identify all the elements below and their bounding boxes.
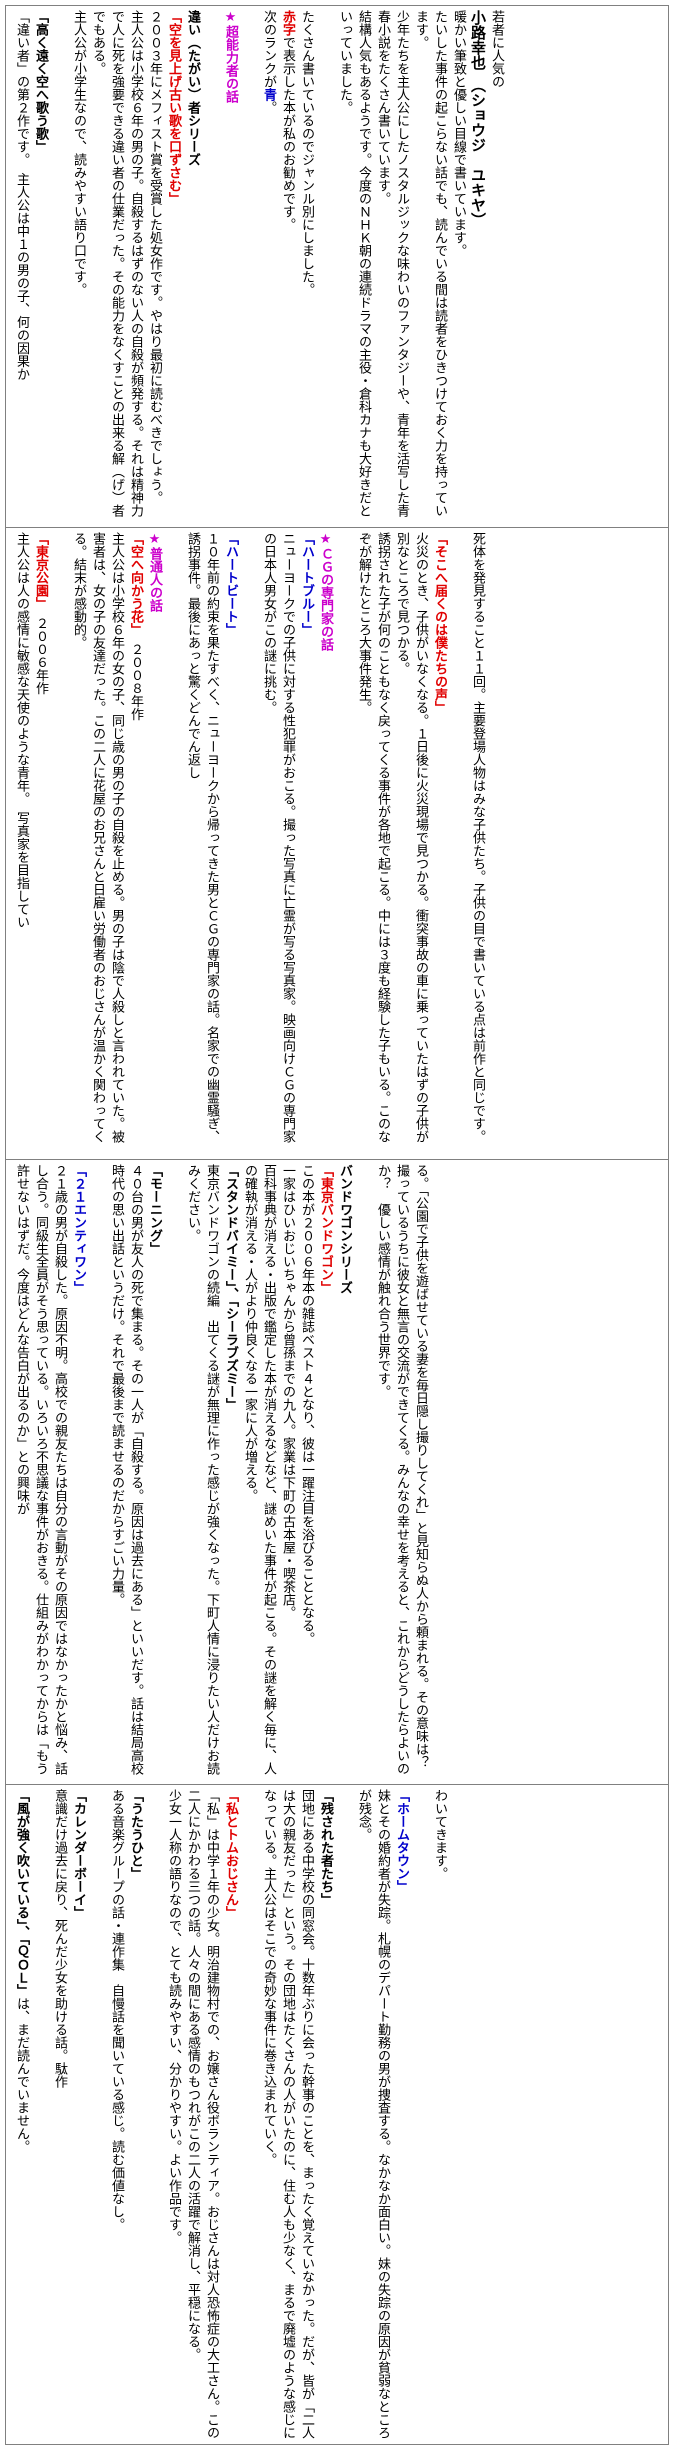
- book-description: ４０台の男が友人の死で集まる。その一人が「自殺する。原因は過去にある」といいだす…: [109, 1164, 143, 1775]
- book-heading: 「東京公園」 ２００６年作: [31, 532, 50, 1155]
- book-year: ２００６年作: [33, 616, 48, 695]
- book-title: 「ハートブルー」: [299, 532, 314, 636]
- paragraph: わいてきます。: [432, 1789, 447, 1880]
- vertical-text-2: 死体を発見すること１１回。主要登場人物はみな子供たち。子供の目で書いている点は前…: [6, 528, 493, 1159]
- book-title: 「東京バンドワゴン」: [318, 1164, 333, 1294]
- section-heading: ★ＣＧの専門家の話: [318, 532, 333, 651]
- book-description: 東京バンドワゴンの続編 出てくる謎が無理に作った感じが強くなった。下町人情に浸り…: [185, 1164, 219, 1775]
- book-description: 主人公が小学生なので、読みやすい語り口です。: [71, 10, 86, 296]
- vertical-text-3: る。「公園で子供を遊ばせている妻を毎日隠し撮りしてくれ」と見知らぬ人から頼まれる…: [6, 1160, 436, 1784]
- red-label: 赤字: [280, 10, 295, 36]
- book-description: ニューヨークでの子供に対する性犯罪がおこる。撮った写真に亡霊が写る写真家。映画向…: [261, 532, 295, 1143]
- book-description: 一家はひいおじいちゃんから曾孫までの九人。家業は下町の古本屋・喫茶店。: [280, 1164, 295, 1619]
- paragraph: る。「公園で子供を遊ばせている妻を毎日隠し撮りしてくれ」と見知らぬ人から頼まれる…: [413, 1164, 428, 1769]
- book-title: 「ホームタウン」: [394, 1789, 409, 1893]
- vertical-text-1: 若者に人気の 小路幸也 （ショウジ ユキヤ） 暖かい筆致と優しい目線で書いていま…: [6, 6, 512, 527]
- legend-blue: 次のランクが青。: [261, 10, 276, 114]
- section-block-2: 死体を発見すること１１回。主要登場人物はみな子供たち。子供の目で書いている点は前…: [5, 528, 669, 1160]
- book-title: 「スタンドバイミー」、「シーラブズミー」: [223, 1164, 238, 1411]
- book-title: 「空へ向かう花」: [128, 532, 143, 630]
- book-title: 「高く遠く空へ歌う歌」: [33, 10, 48, 153]
- book-title: 「残された者たち」: [318, 1789, 333, 1906]
- book-description: １０年前の約束を果たすべく、ニューヨークから帰ってきた男とＣＧの専門家の話。名家…: [185, 532, 219, 1143]
- section-block-1: 若者に人気の 小路幸也 （ショウジ ユキヤ） 暖かい筆致と優しい目線で書いていま…: [5, 5, 669, 528]
- book-description: 主人公は人の感情に敏感な天使のような青年。 写真家を目指してい: [14, 532, 29, 929]
- paragraph: 死体を発見すること１１回。主要登場人物はみな子供たち。子供の目で書いている点は前…: [470, 532, 485, 1143]
- book-title: 「風が強く吹いている」: [14, 1789, 29, 1926]
- book-description: 意識だけ過去に戻り、死んだ少女を助ける話。駄作: [52, 1789, 67, 2088]
- book-description: 火災のとき、子供がいなくなる。１日後に火災現場で見つかる。衝突事故の車に乗ってい…: [394, 532, 428, 1143]
- book-description: 「違い者」の第２作です。 主人公は中１の男の子、何の因果か: [14, 10, 29, 381]
- book-title: 、「ＱＯＬ」: [14, 1925, 29, 1998]
- book-title: 「ハートビート」: [223, 532, 238, 636]
- book-title: 「モーニング」: [147, 1164, 162, 1255]
- book-heading: 「空へ向かう花」 ２００８年作: [126, 532, 145, 1155]
- paragraph: 暖かい筆致と優しい目線で書いています。: [451, 10, 466, 257]
- book-title: 「空を見上げ古い歌を口ずさむ」: [166, 10, 181, 205]
- section-heading: ★普通人の話: [147, 532, 162, 612]
- author-name: 小路幸也 （ショウジ ユキヤ）: [469, 10, 487, 228]
- paragraph: 少年たちを主人公にしたノスタルジックな味わいのファンタジーや、青年を活写した青春…: [375, 10, 409, 517]
- book-description: 百科事典が消える・出版で鑑定した本が消えるなどなど、謎めいた事件が起こる。その謎…: [242, 1164, 276, 1775]
- book-description: ２００３年にメフィスト賞を受賞した処女作です。やはり最初に読むべきでしょう。: [147, 10, 162, 504]
- book-description: 「私」は中学１年の少女。明治建物村での、お嬢さん役ボランティア。おじさんは対人恐…: [185, 1789, 219, 2439]
- book-title: 「そこへ届くのは僕たちの声」: [432, 532, 447, 714]
- book-description: 妹とその婚約者が失踪。札幌のデパート勤務の男が捜査する。なかなか面白い。妹の失踪…: [356, 1789, 390, 2439]
- paragraph: 結構人気もあるようです。今度のＮＨＫ朝の連続ドラマの主役・倉科カナも大好きだとい…: [337, 10, 371, 517]
- book-year: ２００８年作: [128, 642, 143, 721]
- legend-red: 赤字で表示した本が私のお勧めです。: [280, 10, 295, 231]
- book-description: 団地にある中学校の同窓会。十数年ぶりに会った幹事のことを、まったく覚えていなかっ…: [261, 1789, 314, 2439]
- blue-label: 青: [261, 88, 276, 101]
- vertical-text-4: わいてきます。 「ホームタウン」 妹とその婚約者が失踪。札幌のデパート勤務の男が…: [6, 1785, 455, 2444]
- book-description: 少女一人称の語りなので、とても読みやすい、分かりやすい。よい作品です。: [166, 1789, 181, 2244]
- section-block-4: わいてきます。 「ホームタウン」 妹とその婚約者が失踪。札幌のデパート勤務の男が…: [5, 1785, 669, 2445]
- book-description: 誘拐された子が何のこともなく戻ってくる事件が各地で起こる。中には３度も経験した子…: [356, 532, 390, 1143]
- series-title: バンドワゴンシリーズ: [337, 1164, 352, 1294]
- book-description: 主人公は小学校６年の女の子、同じ歳の男の子の自殺を止める。男の子は陰で人殺しと言…: [71, 532, 124, 1143]
- book-title: 「２１エンティワン」: [71, 1164, 86, 1294]
- book-description: ２１歳の男が自殺した。原因不明。高校での親友たちは自分の言動がその原因ではなかっ…: [14, 1164, 67, 1775]
- book-title: 「東京公園」: [33, 532, 48, 604]
- paragraph: たいした事件の起こらない話でも、読んでいる間は読者をひきつけておく力を持っていま…: [413, 10, 447, 517]
- book-description: 主人公は小学校６年の男の子。自殺するはずのない人の自殺が頻発する。それは精神力で…: [90, 10, 143, 517]
- unread-note: 「風が強く吹いている」、「ＱＯＬ」は、まだ読んでいません。: [14, 1789, 29, 2153]
- book-title: 「私とトムおじさん」: [223, 1789, 238, 1919]
- section-block-3: る。「公園で子供を遊ばせている妻を毎日隠し撮りしてくれ」と見知らぬ人から頼まれる…: [5, 1160, 669, 1785]
- book-description: ある音楽グループの話・連作集 自慢話を聞いている感じ。読む価値なし。: [109, 1789, 124, 2231]
- section-heading: ★超能力者の話: [223, 10, 238, 103]
- paragraph: たくさん書いているのでジャンル別にしました。: [299, 10, 314, 296]
- page: 若者に人気の 小路幸也 （ショウジ ユキヤ） 暖かい筆致と優しい目線で書いていま…: [5, 5, 669, 2445]
- intro-text: 若者に人気の: [489, 10, 504, 88]
- series-title: 違い（たがい）者シリーズ: [185, 10, 200, 166]
- paragraph: 撮っているうちに彼女と無言の交流ができてくる。みんなの幸せを考えると、これからど…: [375, 1164, 409, 1775]
- book-title: 「カレンダーボーイ」: [71, 1789, 86, 1919]
- book-description: この本が２００６年本の雑誌ベスト４となり、彼は一躍注目を浴びることとなる。: [299, 1164, 314, 1645]
- book-title: 「うたうひと」: [128, 1789, 143, 1880]
